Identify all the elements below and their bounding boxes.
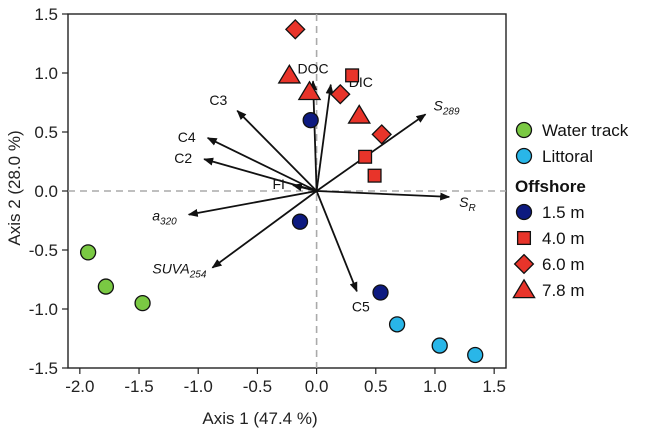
data-point-4-0-m bbox=[358, 149, 373, 164]
vector-label-c5: C5 bbox=[352, 298, 370, 314]
vector-label-suva254: SUVA254 bbox=[152, 261, 206, 281]
vector-arrow-c5 bbox=[315, 190, 358, 293]
y-tick-label: -0.5 bbox=[29, 241, 58, 260]
data-point-7-8-m bbox=[297, 80, 322, 101]
data-point-4-0-m bbox=[367, 168, 382, 183]
data-point-4-0-m bbox=[345, 68, 360, 83]
vector-label-c3: C3 bbox=[209, 92, 227, 108]
legend: Water track Littoral Offshore 1.5 m 4.0 m 6.0… bbox=[512, 121, 629, 300]
y-tick-label: 1.0 bbox=[34, 64, 58, 83]
x-tick-label: -1.5 bbox=[124, 377, 153, 396]
y-tick-label: -1.5 bbox=[29, 359, 58, 378]
vector-label-doc: DOC bbox=[297, 60, 328, 76]
x-tick-label: -2.0 bbox=[65, 377, 94, 396]
legend-group-title: Offshore bbox=[515, 177, 586, 196]
data-point-littoral bbox=[467, 346, 484, 364]
data-point-1-5-m bbox=[291, 213, 309, 230]
data-point-6-0-m bbox=[371, 124, 392, 145]
legend-marker bbox=[515, 121, 533, 139]
data-point-littoral bbox=[431, 337, 448, 354]
vector-arrow-c3 bbox=[236, 110, 318, 192]
data-point-7-8-m bbox=[277, 63, 302, 84]
vector-label-sr: SR bbox=[459, 194, 476, 214]
legend-marker bbox=[512, 278, 536, 299]
data-point-water-track bbox=[97, 278, 115, 295]
x-tick-label: 0.0 bbox=[305, 377, 329, 396]
vector-arrow-sr bbox=[316, 190, 451, 201]
data-point-1-5-m bbox=[302, 112, 319, 129]
legend-marker bbox=[513, 253, 535, 275]
legend-label: Littoral bbox=[542, 147, 593, 166]
x-tick-label: -1.0 bbox=[184, 377, 213, 396]
y-tick-label: 1.5 bbox=[34, 5, 58, 24]
y-tick-label: 0.0 bbox=[34, 182, 58, 201]
x-tick-label: 1.0 bbox=[423, 377, 447, 396]
data-point-6-0-m bbox=[284, 19, 306, 40]
vector-arrow-suva254 bbox=[211, 190, 318, 269]
legend-label: 4.0 m bbox=[542, 229, 585, 248]
data-point-7-8-m bbox=[347, 104, 371, 124]
x-tick-label: 0.5 bbox=[364, 377, 388, 396]
data-point-1-5-m bbox=[372, 284, 389, 301]
data-point-littoral bbox=[388, 316, 406, 333]
vector-arrow-dic bbox=[315, 83, 334, 192]
vector-arrow-c4 bbox=[206, 137, 317, 192]
x-tick-label: -0.5 bbox=[243, 377, 272, 396]
legend-marker bbox=[516, 230, 532, 246]
x-axis-title: Axis 1 (47.4 %) bbox=[202, 409, 317, 428]
legend-label: 7.8 m bbox=[542, 281, 585, 300]
y-tick-label: 0.5 bbox=[34, 123, 58, 142]
vector-label-c4: C4 bbox=[178, 129, 196, 145]
data-point-water-track bbox=[79, 244, 97, 261]
legend-marker bbox=[515, 203, 533, 221]
vector-label-c2: C2 bbox=[174, 150, 192, 166]
y-tick-label: -1.0 bbox=[29, 300, 58, 319]
vector-arrow-a320 bbox=[187, 190, 317, 217]
x-tick-label: 1.5 bbox=[482, 377, 506, 396]
y-axis-title: Axis 2 (28.0 %) bbox=[5, 130, 24, 245]
data-point-6-0-m bbox=[329, 83, 351, 105]
legend-label: 6.0 m bbox=[542, 255, 585, 274]
legend-label: Water track bbox=[542, 121, 629, 140]
vector-label-s289: S289 bbox=[434, 97, 460, 117]
vector-label-a320: a320 bbox=[152, 208, 177, 228]
vector-arrow-c2 bbox=[203, 157, 317, 192]
data-point-water-track bbox=[134, 294, 151, 312]
legend-marker bbox=[515, 147, 533, 165]
legend-label: 1.5 m bbox=[542, 203, 585, 222]
